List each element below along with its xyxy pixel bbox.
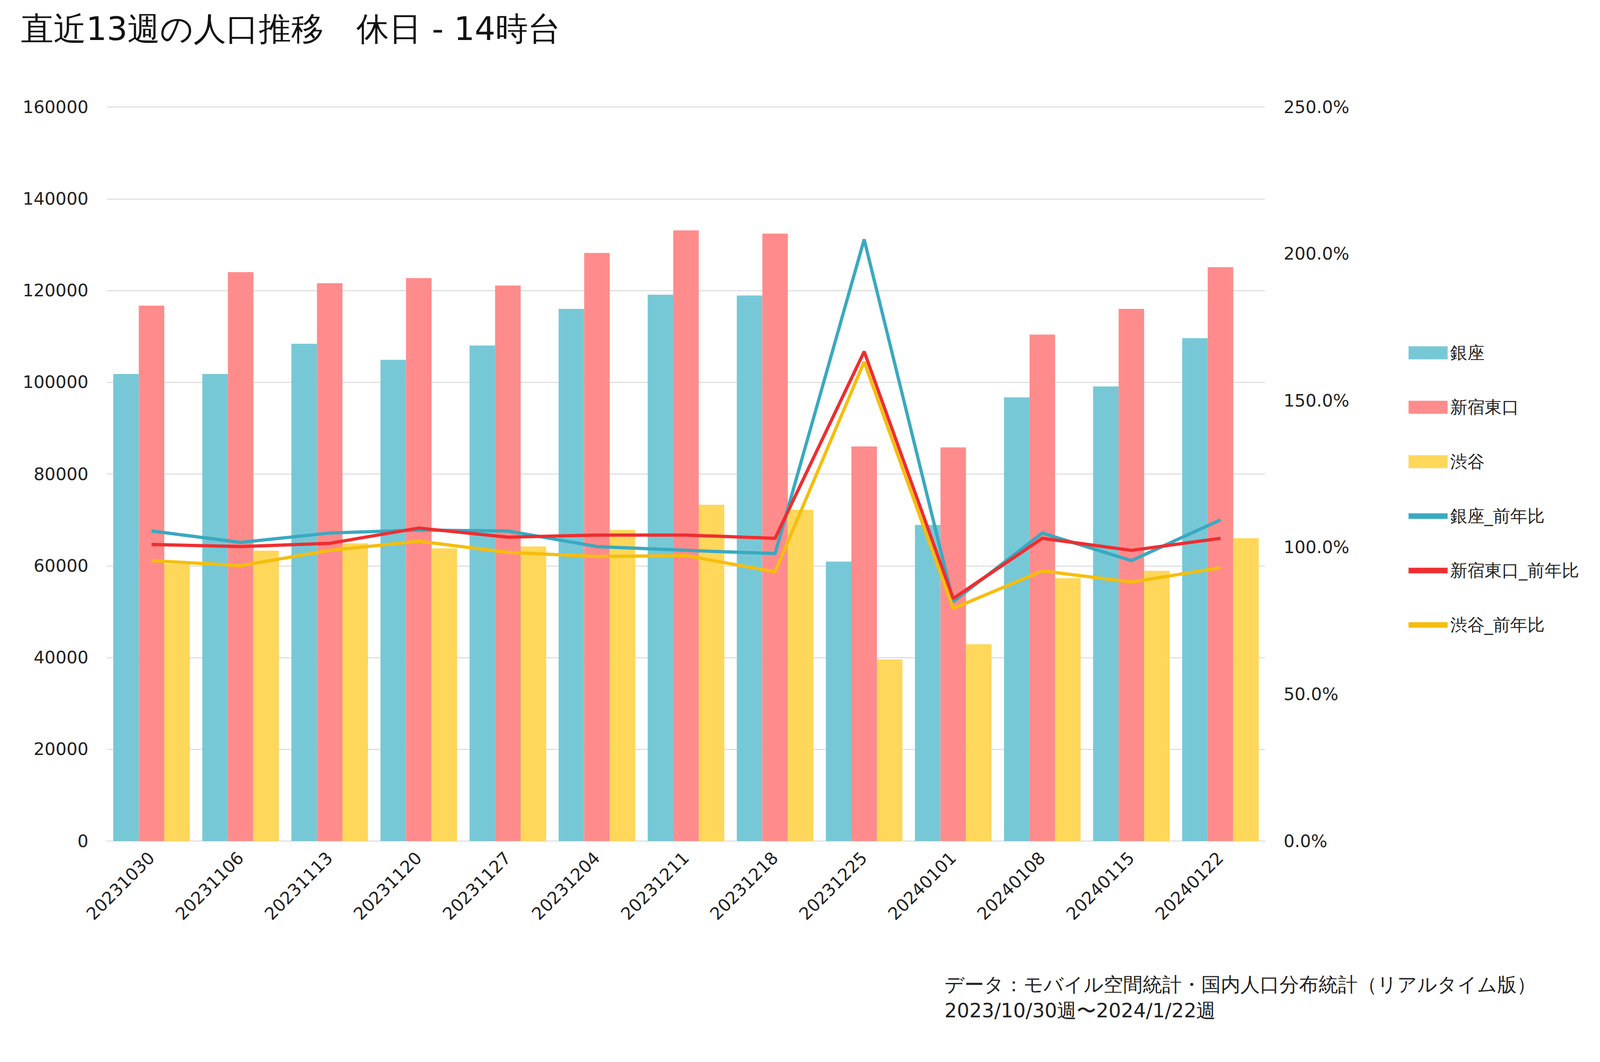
svg-text:80000: 80000 [33,464,89,485]
svg-text:0.0%: 0.0% [1283,831,1328,852]
svg-text:20231204: 20231204 [528,848,605,925]
svg-text:2023/10/30週〜2024/1/22週: 2023/10/30週〜2024/1/22週 [944,999,1216,1023]
svg-text:20231106: 20231106 [171,848,248,925]
svg-text:20240108: 20240108 [973,848,1050,925]
svg-text:20240101: 20240101 [884,848,961,925]
svg-text:20231218: 20231218 [706,848,783,925]
svg-text:250.0%: 250.0% [1283,97,1350,118]
svg-text:0: 0 [77,831,89,852]
svg-text:直近13週の人口推移 休日 - 14時台: 直近13週の人口推移 休日 - 14時台 [20,9,561,48]
svg-text:20240122: 20240122 [1151,848,1228,925]
svg-text:新宿東口: 新宿東口 [1450,397,1520,418]
svg-text:160000: 160000 [22,97,89,118]
svg-text:60000: 60000 [33,555,89,576]
svg-text:20231225: 20231225 [795,848,872,925]
svg-text:200.0%: 200.0% [1283,243,1350,264]
svg-text:新宿東口_前年比: 新宿東口_前年比 [1450,560,1580,581]
svg-text:20231120: 20231120 [349,848,427,925]
svg-text:20231030: 20231030 [82,848,159,925]
svg-text:20240115: 20240115 [1062,848,1139,925]
svg-text:50.0%: 50.0% [1283,684,1339,705]
svg-text:140000: 140000 [22,188,89,209]
svg-text:40000: 40000 [33,647,89,668]
svg-text:20231211: 20231211 [616,848,694,925]
svg-text:20231127: 20231127 [438,848,516,925]
svg-text:渋谷: 渋谷 [1450,451,1485,472]
svg-text:20000: 20000 [33,739,89,760]
svg-text:120000: 120000 [22,280,89,301]
svg-text:データ：モバイル空間統計・国内人口分布統計（リアルタイム版）: データ：モバイル空間統計・国内人口分布統計（リアルタイム版） [944,973,1537,997]
svg-text:150.0%: 150.0% [1283,390,1350,411]
svg-text:銀座_前年比: 銀座_前年比 [1450,506,1546,527]
svg-text:20231113: 20231113 [260,848,337,925]
svg-text:渋谷_前年比: 渋谷_前年比 [1450,615,1546,636]
svg-text:100000: 100000 [22,372,89,393]
svg-text:銀座: 銀座 [1450,342,1485,363]
svg-text:100.0%: 100.0% [1283,537,1350,558]
